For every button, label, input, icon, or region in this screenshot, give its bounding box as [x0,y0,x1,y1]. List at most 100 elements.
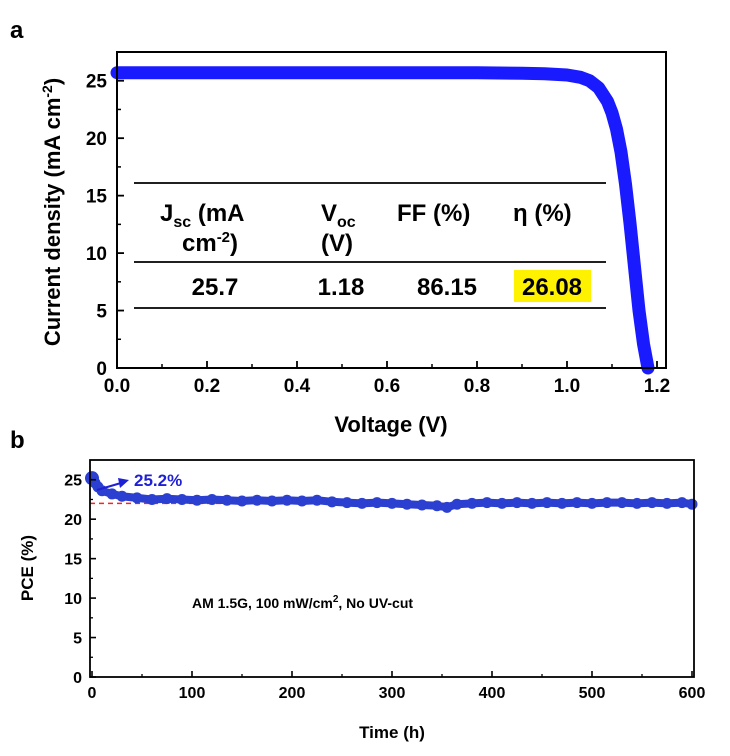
stability-y-tick-label: 20 [64,512,82,529]
jv-plot-frame [116,51,667,369]
jv-curve [110,66,655,375]
table-header-voc: Voc [321,200,356,231]
pce-point [106,488,118,500]
stability-y-axis-title: PCE (%) [18,535,37,601]
pce-point [496,497,508,509]
jsc-unit-close: ) [230,230,238,257]
stability-y-ticks: 0 5 10 15 20 25 [64,473,96,687]
pce-point [116,490,128,502]
pce-point [221,494,233,506]
pce-point [631,497,643,509]
jv-y-ticks: 0 5 10 15 20 25 [86,72,124,380]
pce-point [281,494,293,506]
jv-y-axis-title-sup: -2 [39,85,55,98]
stability-x-tick-label: 100 [179,685,206,702]
stability-x-ticks: 0 100 200 300 400 500 600 [88,671,706,702]
pce-point [326,496,338,508]
table-header-jsc: Jsc (mA [160,200,245,231]
table-value-jsc: 25.7 [192,274,239,301]
pce-point [441,501,453,513]
pce-point [386,497,398,509]
pce-point [131,492,143,504]
pce-point [661,497,673,509]
jsc-symbol: J [160,200,173,227]
jv-x-tick-label: 1.2 [644,376,670,397]
jv-y-axis-title-main: Current density (mA cm [40,98,65,347]
pce-point [686,498,698,510]
peak-label: 25.2% [134,471,182,490]
jv-y-tick-label: 5 [96,302,107,323]
jv-curve-layer [110,66,655,375]
pce-point [586,497,598,509]
jv-y-axis-title: Current density (mA cm-2) [39,78,65,346]
pce-point [416,499,428,511]
pv-parameter-table: Jsc (mA cm-2) Voc (V) FF (%) η (%) 25.7 … [134,182,606,309]
pce-point [616,497,628,509]
pce-point [176,493,188,505]
stability-y-tick-label: 0 [73,670,82,687]
jv-x-axis-title: Voltage (V) [334,412,447,437]
jv-y-tick-label: 0 [96,359,107,380]
pce-point [371,497,383,509]
peak-arrow-head [118,478,129,488]
jv-x-tick-label: 0.6 [374,376,400,397]
stability-y-tick-label: 10 [64,591,82,608]
stability-x-tick-label: 0 [88,685,97,702]
pce-point [481,497,493,509]
pce-point [296,495,308,507]
jv-y-tick-label: 25 [86,72,108,93]
pce-point [541,497,553,509]
stability-x-tick-label: 200 [279,685,306,702]
peak-arrow-shaft [96,482,122,491]
jv-chart: 0.0 0.2 0.4 0.6 0.8 1.0 1.2 0 5 10 15 20 25 Voltage… [39,51,670,437]
eta-highlight [514,270,591,302]
pce-point [601,497,613,509]
jv-x-tick-label: 0.8 [464,376,490,397]
pce-point [401,498,413,510]
pce-point [206,493,218,505]
pce-point [251,494,263,506]
stability-x-tick-label: 300 [379,685,406,702]
pce-point [341,497,353,509]
table-header-eta: η (%) [513,200,572,227]
jsc-subscript: sc [173,214,191,231]
table-header-jsc-line2: cm-2) [182,229,238,257]
jv-y-axis-title-close: ) [40,78,65,85]
table-value-voc: 1.18 [318,274,365,301]
jv-x-tick-label: 1.0 [554,376,580,397]
jv-y-tick-label: 10 [86,244,107,265]
jv-y-tick-label: 20 [86,129,107,150]
pce-point [431,500,443,512]
jsc-unit-line2: cm [182,230,217,257]
pce-point [571,497,583,509]
jsc-unit-sup: -2 [217,229,230,246]
table-header-ff: FF (%) [397,200,470,227]
pce-point [466,497,478,509]
panel-a-label: a [10,17,24,44]
table-value-ff: 86.15 [417,274,477,301]
stability-x-tick-label: 400 [479,685,506,702]
pce-point [356,497,368,509]
condition-rest: , No UV-cut [338,595,413,611]
pce-point [161,493,173,505]
jv-x-ticks: 0.0 0.2 0.4 0.6 0.8 1.0 1.2 [104,361,670,397]
panel-b-label: b [10,427,25,454]
stability-x-tick-label: 600 [679,685,706,702]
table-value-eta: 26.08 [522,274,582,301]
stability-plot-frame [89,459,695,678]
measurement-condition-label: AM 1.5G, 100 mW/cm2, No UV-cut [192,594,413,611]
pce-point [451,498,463,510]
pce-point [511,497,523,509]
table-header-voc-line2: (V) [321,230,353,257]
voc-symbol: V [321,200,337,227]
jv-y-tick-label: 15 [86,187,108,208]
jv-x-tick-label: 0.4 [284,376,311,397]
jsc-unit: (mA [191,200,244,227]
condition-sup: 2 [333,594,339,605]
pce-point [526,497,538,509]
stability-y-tick-label: 5 [73,631,82,648]
pce-point [266,495,278,507]
pce-point [556,497,568,509]
